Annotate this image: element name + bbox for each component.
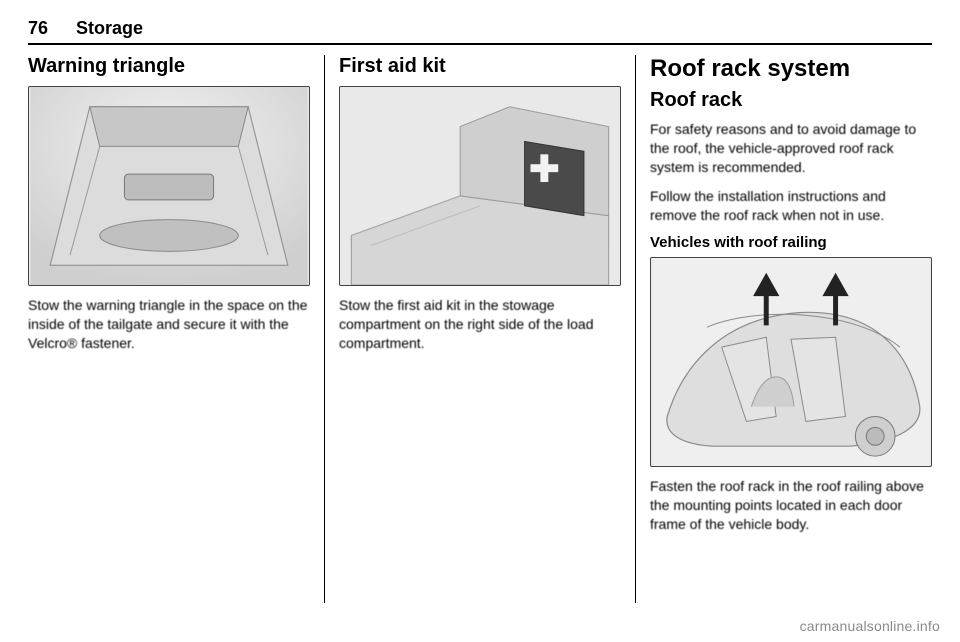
tailgate-illustration-icon [29, 87, 309, 285]
section-title: Storage [76, 18, 143, 39]
columns: Warning triangle [28, 55, 932, 603]
roof-rack-illustration-icon [651, 258, 931, 466]
col3-subheading: Vehicles with roof railing [650, 234, 932, 251]
column-1: Warning triangle [28, 55, 324, 603]
col2-body: Stow the first aid kit in the stowage co… [339, 296, 621, 353]
first-aid-illustration-icon [340, 87, 620, 285]
page: 76 Storage Warning triangle [0, 0, 960, 642]
col2-image [339, 86, 621, 286]
col2-heading: First aid kit [339, 55, 621, 78]
page-number: 76 [28, 18, 48, 39]
col3-heading-main: Roof rack system [650, 55, 932, 83]
col3-body2: Follow the installation instructions and… [650, 187, 932, 225]
col3-body1: For safety reasons and to avoid damage t… [650, 120, 932, 177]
col3-heading-sub: Roof rack [650, 89, 932, 112]
col1-image [28, 86, 310, 286]
col3-body3: Fasten the roof rack in the roof railing… [650, 477, 932, 534]
watermark: carmanualsonline.info [800, 618, 940, 634]
column-2: First aid kit Stow the first aid kit in … [324, 55, 635, 603]
col1-heading: Warning triangle [28, 55, 310, 78]
col1-body: Stow the warning triangle in the space o… [28, 296, 310, 353]
column-3: Roof rack system Roof rack For safety re… [635, 55, 932, 603]
col3-image [650, 257, 932, 467]
page-header: 76 Storage [28, 18, 932, 45]
